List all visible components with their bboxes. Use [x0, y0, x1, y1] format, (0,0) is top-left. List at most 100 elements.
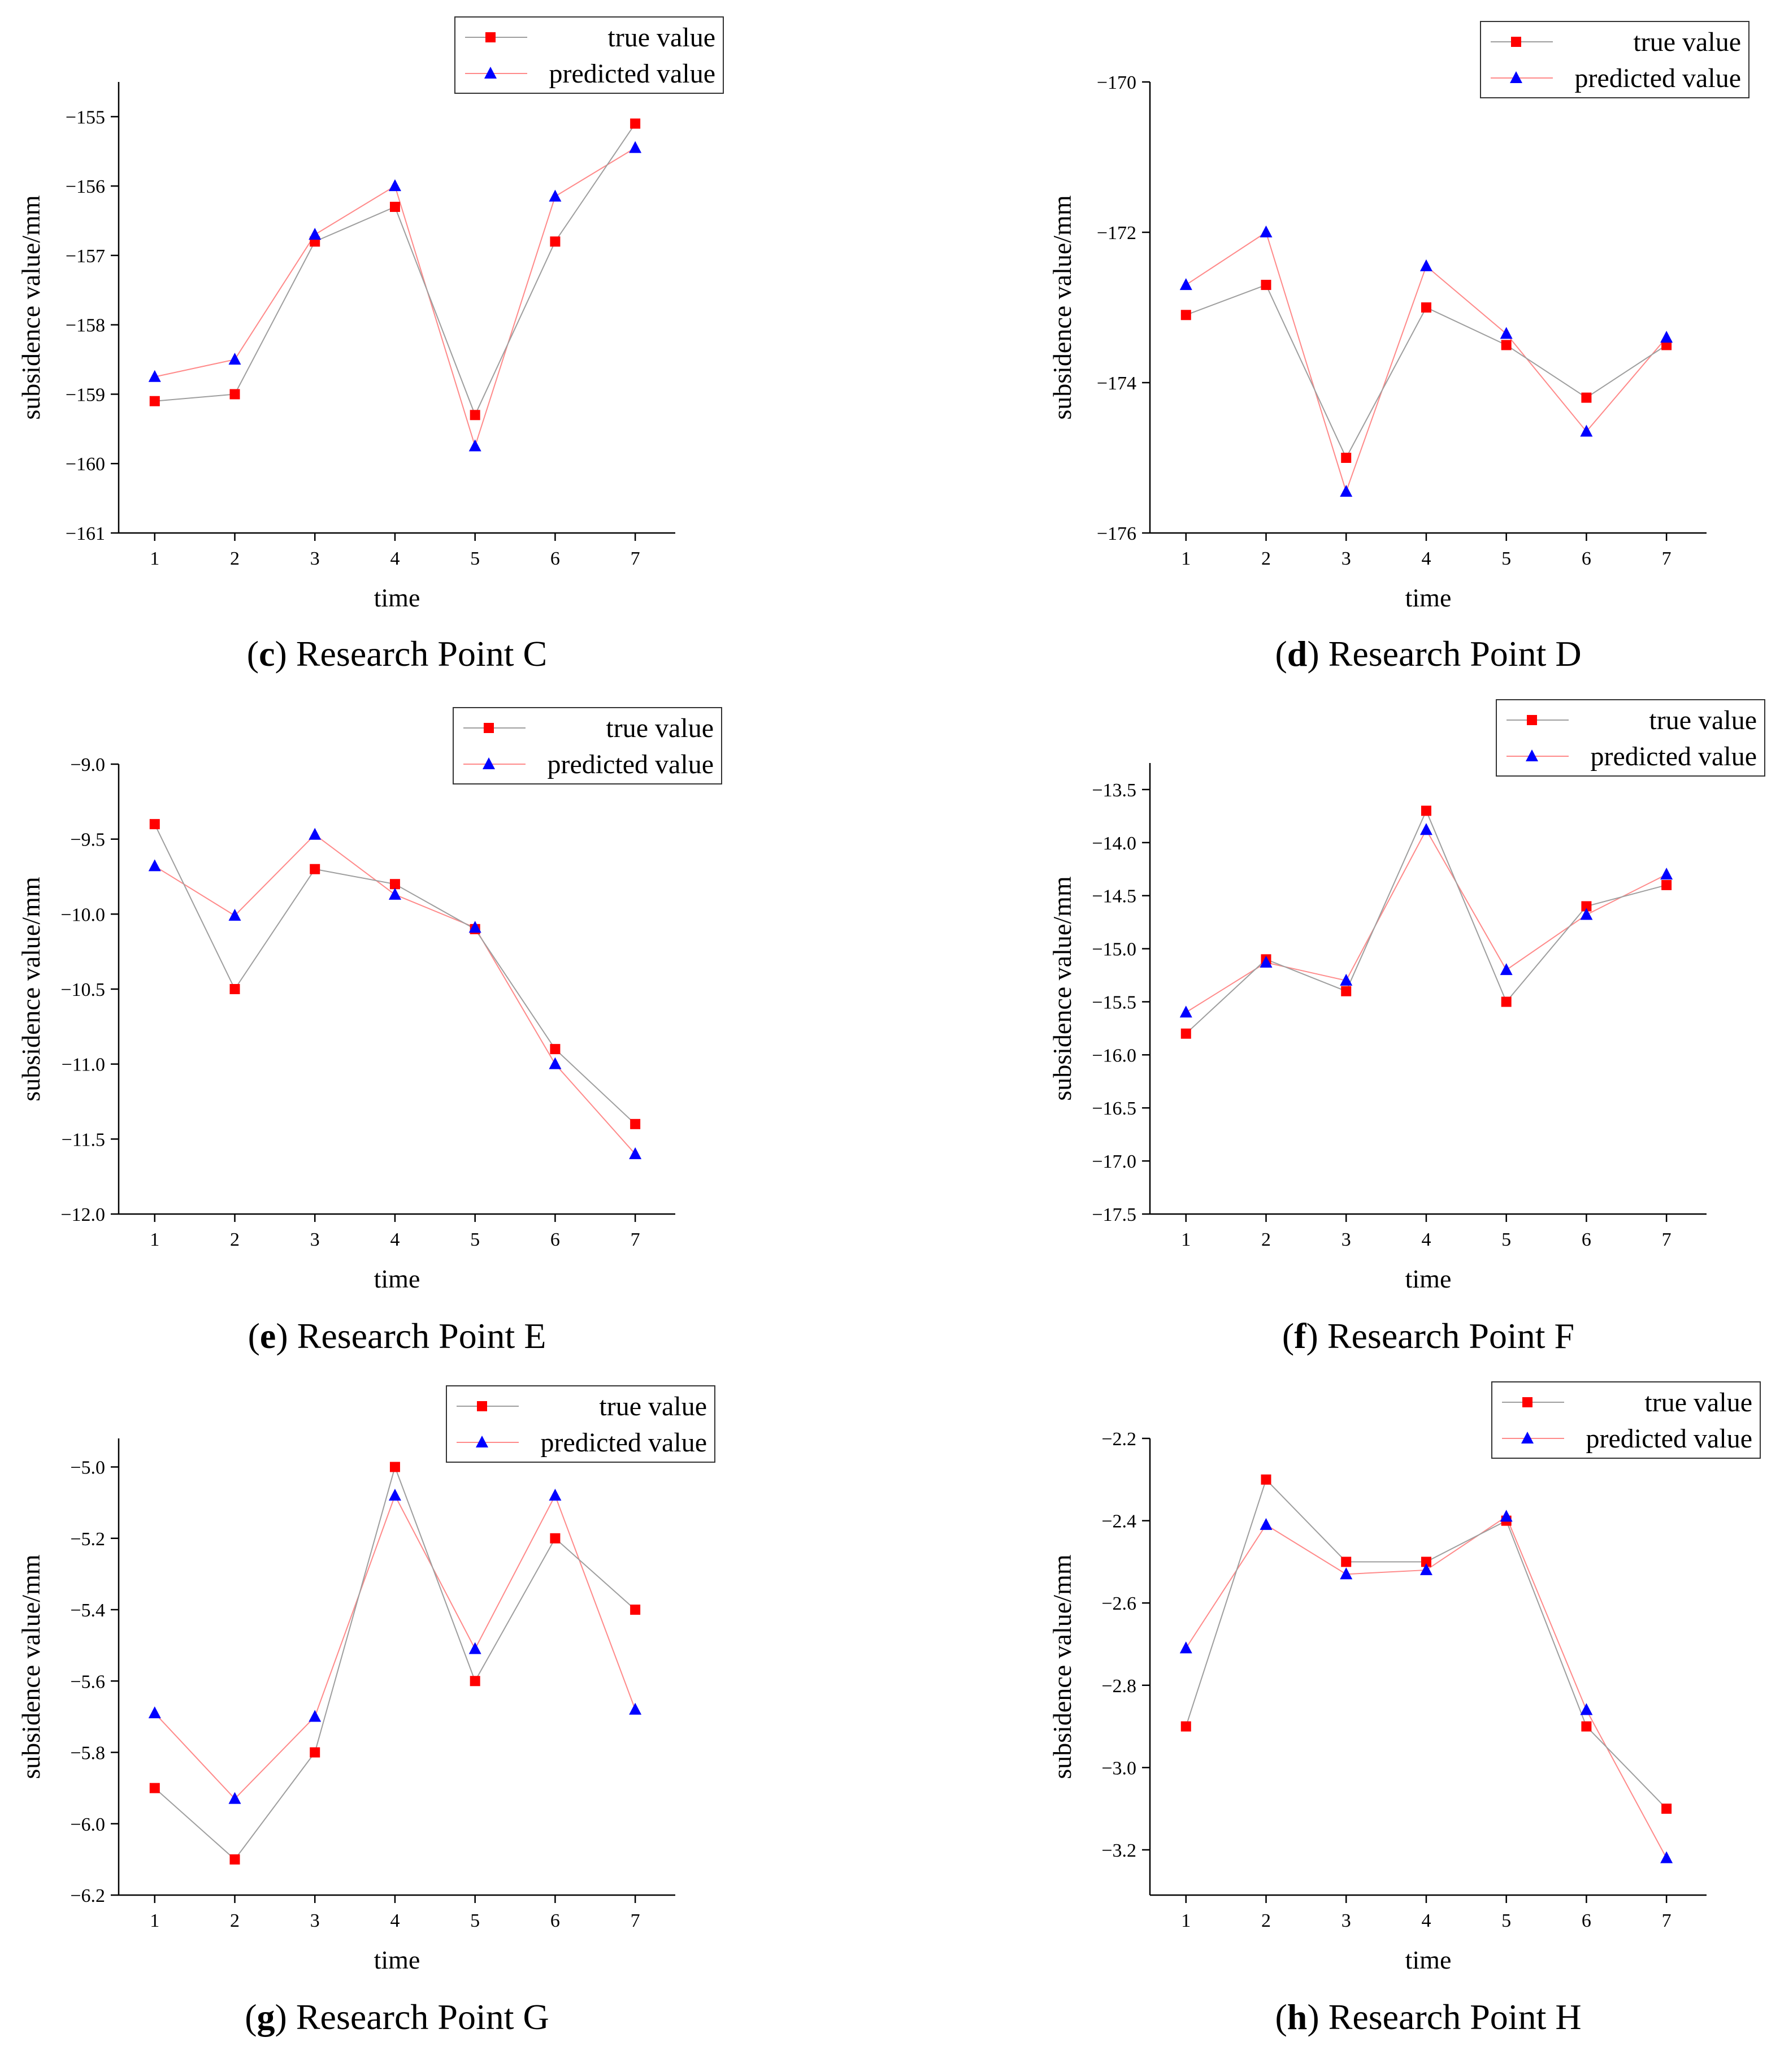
- true-value-point: [230, 984, 240, 994]
- predicted-value-point: [549, 1489, 561, 1501]
- legend-label-true-value: true value: [1649, 705, 1757, 735]
- x-tick-label: 1: [1181, 1229, 1191, 1250]
- series-line-true-value: [1186, 810, 1666, 1033]
- series-line-true-value: [155, 824, 635, 1124]
- x-tick-label: 6: [1582, 1910, 1591, 1931]
- legend-label-predicted-value: predicted value: [540, 1428, 707, 1458]
- legend-label-predicted-value: predicted value: [547, 749, 714, 779]
- series-line-predicted-value: [1186, 830, 1666, 1012]
- caption-text: Research Point D: [1329, 634, 1582, 674]
- x-tick-label: 5: [1501, 1910, 1511, 1931]
- y-tick-label: −2.6: [1101, 1593, 1136, 1614]
- caption-paren-open: (: [247, 634, 259, 674]
- predicted-value-point: [1420, 259, 1432, 271]
- x-tick-label: 7: [1662, 1910, 1672, 1931]
- x-tick-label: 2: [1261, 1910, 1271, 1931]
- caption-letter: e: [260, 1316, 276, 1356]
- true-value-point: [310, 1748, 320, 1758]
- y-tick-label: −14.5: [1092, 886, 1136, 907]
- caption-text: Research Point E: [297, 1316, 546, 1356]
- legend-label-true-value: true value: [606, 713, 714, 743]
- y-axis-title: subsidence value/mm: [1048, 1554, 1076, 1779]
- x-tick-label: 7: [1662, 548, 1672, 569]
- predicted-value-point: [549, 190, 561, 202]
- legend: true value predicted value: [1492, 1382, 1760, 1458]
- x-axis-title: time: [1405, 1945, 1452, 1974]
- x-tick-label: 4: [1421, 1229, 1431, 1250]
- y-tick-label: −170: [1097, 72, 1136, 93]
- y-tick-label: −157: [66, 246, 105, 267]
- y-tick-label: −158: [66, 315, 105, 336]
- caption-paren-open: (: [1275, 634, 1287, 674]
- y-axis-title: subsidence value/mm: [16, 195, 45, 420]
- x-tick-label: 6: [550, 1229, 560, 1250]
- predicted-value-point: [1500, 963, 1513, 975]
- series-line-true-value: [155, 124, 635, 415]
- predicted-value-point: [309, 1710, 321, 1722]
- caption-text: Research Point G: [296, 1997, 549, 2037]
- x-axis-title: time: [374, 1264, 420, 1293]
- true-value-point: [470, 410, 480, 420]
- y-tick-label: −16.0: [1092, 1045, 1136, 1066]
- true-value-point: [1661, 1804, 1672, 1814]
- y-tick-label: −13.5: [1092, 780, 1136, 801]
- legend-square-marker: [1511, 37, 1521, 47]
- chart-panel-e: −12.0 −11.5 −11.0 −10.5 −10.0 −9.5 −9.0 1 2 3 4 5 6 7…: [16, 708, 722, 1356]
- legend-label-predicted-value: predicted value: [549, 59, 715, 89]
- y-tick-label: −174: [1097, 373, 1136, 394]
- true-value-point: [1341, 1557, 1351, 1567]
- true-value-point: [1341, 453, 1351, 463]
- legend: true value predicted value: [1481, 21, 1749, 98]
- true-value-point: [1501, 340, 1512, 350]
- x-tick-label: 1: [150, 548, 159, 569]
- x-tick-label: 4: [390, 1229, 400, 1250]
- legend: true value predicted value: [455, 17, 723, 93]
- predicted-value-point: [1180, 278, 1192, 290]
- predicted-value-point: [389, 888, 401, 900]
- y-tick-label: −12.0: [60, 1204, 105, 1225]
- true-value-point: [630, 1605, 640, 1615]
- chart-panel-c: −161 −160 −159 −158 −157 −156 −155 1 2 3 4 5 6 7 time s…: [16, 17, 723, 674]
- caption-letter: g: [257, 1997, 275, 2037]
- predicted-value-point: [629, 141, 641, 153]
- panel-caption: (h) Research Point H: [1275, 1997, 1581, 2037]
- y-tick-label: −15.0: [1092, 939, 1136, 960]
- y-tick-label: −2.2: [1101, 1429, 1136, 1450]
- true-value-point: [230, 389, 240, 399]
- legend-square-marker: [1527, 715, 1537, 725]
- x-tick-label: 7: [631, 548, 640, 569]
- panel-caption: (d) Research Point D: [1275, 634, 1581, 674]
- predicted-value-point: [469, 440, 481, 452]
- y-axis-title: subsidence value/mm: [16, 877, 45, 1102]
- caption-text: Research Point H: [1329, 1997, 1582, 2037]
- caption-paren-close: ): [1307, 634, 1328, 674]
- y-tick-label: −161: [66, 523, 105, 544]
- caption-paren-close: ): [276, 1316, 297, 1356]
- true-value-point: [390, 879, 400, 889]
- y-tick-label: −9.5: [70, 830, 105, 851]
- predicted-value-point: [1180, 1641, 1192, 1653]
- y-tick-label: −14.0: [1092, 833, 1136, 854]
- x-tick-label: 3: [310, 1229, 320, 1250]
- x-tick-label: 4: [390, 1910, 400, 1931]
- legend-square-marker: [484, 723, 494, 733]
- legend-label-true-value: true value: [599, 1392, 707, 1421]
- x-axis-title: time: [1405, 583, 1452, 612]
- legend-label-true-value: true value: [607, 23, 715, 53]
- x-tick-label: 1: [1181, 1910, 1191, 1931]
- true-value-point: [390, 202, 400, 212]
- y-tick-label: −17.0: [1092, 1151, 1136, 1172]
- true-value-point: [230, 1854, 240, 1865]
- y-axis-title: subsidence value/mm: [1048, 876, 1076, 1101]
- panel-caption: (c) Research Point C: [247, 634, 547, 674]
- x-tick-label: 6: [550, 1910, 560, 1931]
- x-tick-label: 1: [1181, 548, 1191, 569]
- y-tick-label: −6.2: [70, 1885, 105, 1906]
- x-tick-label: 7: [631, 1229, 640, 1250]
- x-tick-label: 5: [1501, 548, 1511, 569]
- caption-text: Research Point C: [296, 634, 547, 674]
- x-tick-label: 4: [1421, 1910, 1431, 1931]
- x-axis-title: time: [374, 1945, 420, 1974]
- y-tick-label: −2.8: [1101, 1676, 1136, 1697]
- predicted-value-point: [1660, 1851, 1673, 1863]
